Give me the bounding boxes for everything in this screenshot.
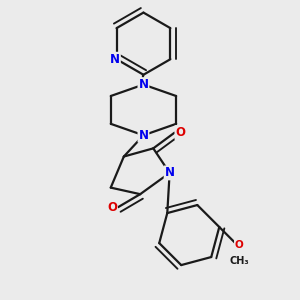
- Text: CH₃: CH₃: [229, 256, 249, 266]
- Text: O: O: [176, 126, 185, 139]
- Text: N: N: [139, 129, 148, 142]
- Text: N: N: [110, 53, 120, 66]
- Text: N: N: [139, 78, 148, 91]
- Text: N: N: [165, 167, 175, 179]
- Text: O: O: [235, 240, 244, 250]
- Text: O: O: [107, 201, 117, 214]
